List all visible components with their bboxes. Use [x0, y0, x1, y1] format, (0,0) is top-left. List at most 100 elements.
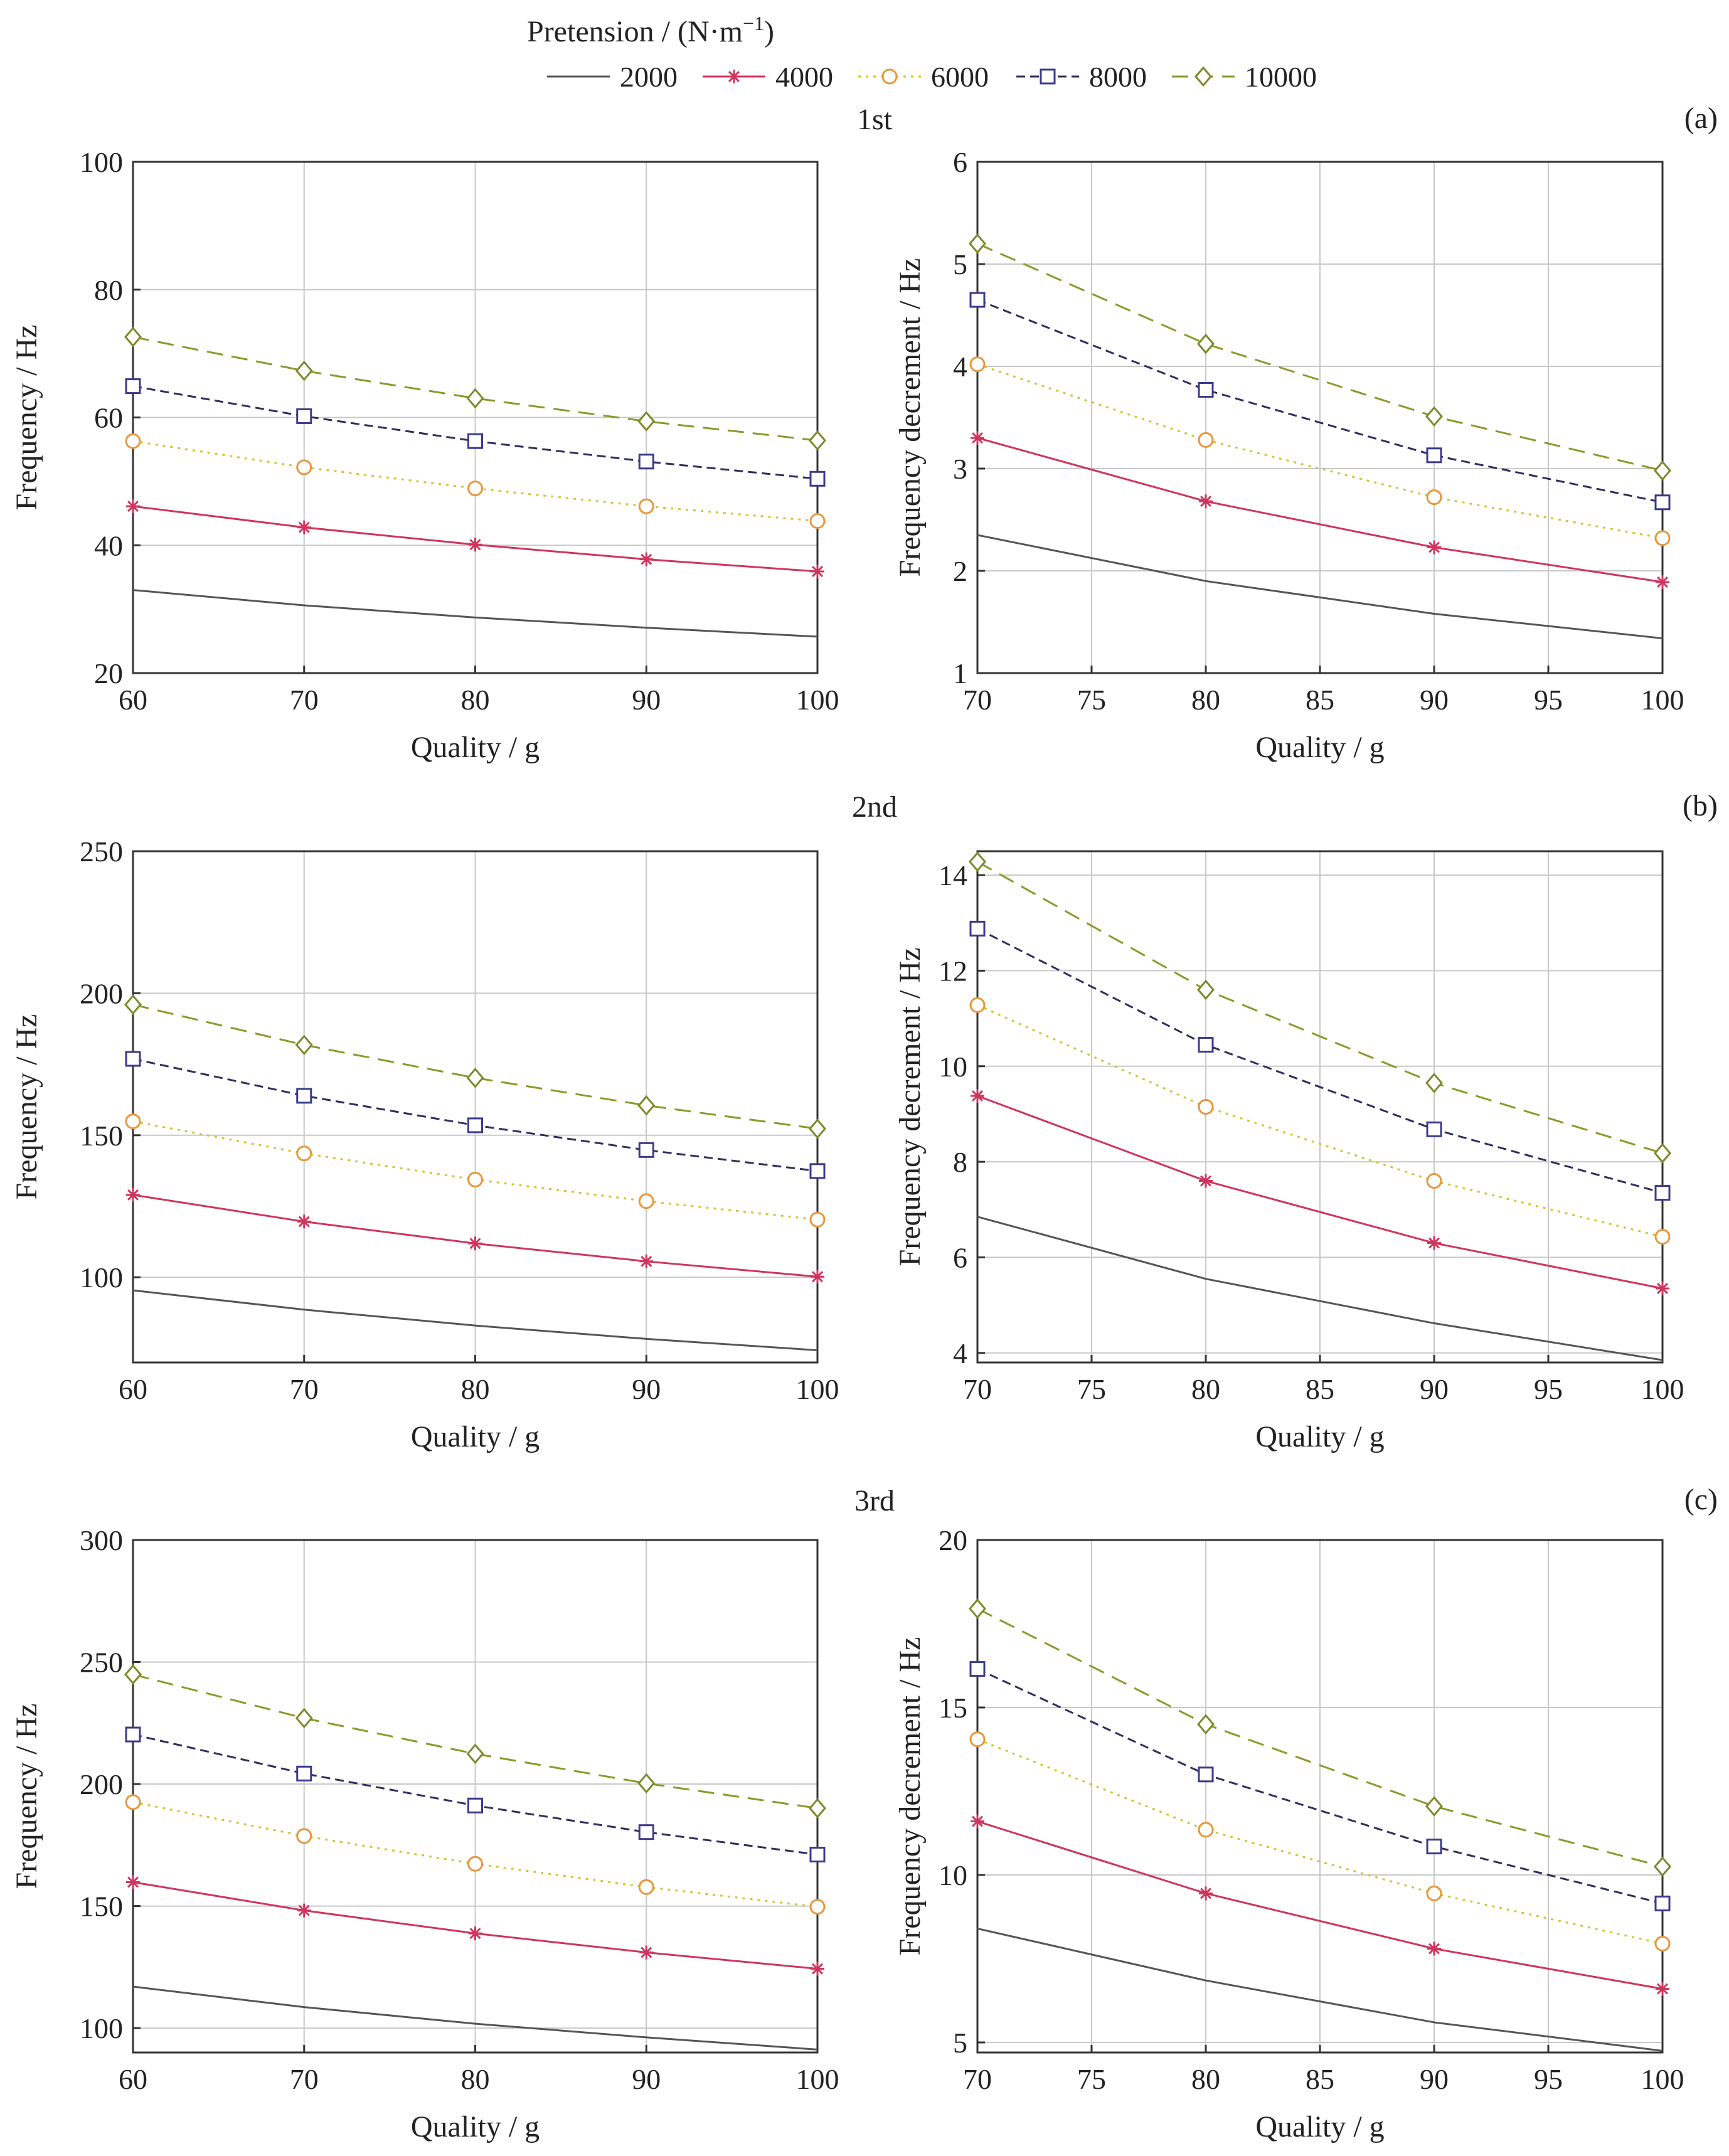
legend-title-close: )	[764, 15, 774, 48]
legend-title: Pretension / (N·m−1)	[527, 12, 774, 48]
x-axis-label: Quality / g	[411, 731, 540, 764]
y-tick-label: 150	[80, 1120, 123, 1152]
series-4000	[971, 431, 1669, 589]
x-tick-label: 70	[290, 2063, 319, 2095]
y-tick-label: 100	[80, 2012, 123, 2044]
legend-entry-10000: 10000	[1172, 61, 1317, 93]
series-6000	[125, 1794, 826, 1915]
series-10000	[969, 233, 1671, 481]
y-tick-label: 3	[953, 453, 967, 485]
series-4000	[971, 1814, 1669, 1996]
data-point-10000	[809, 1798, 826, 1819]
legend-items: 2000 4000 6000 8000 10000	[547, 61, 1317, 93]
data-point-10000	[124, 994, 142, 1015]
series-2000	[977, 534, 1662, 640]
data-point-6000	[969, 356, 986, 373]
series-line-2000	[977, 1216, 1662, 1361]
data-point-4000	[468, 538, 482, 552]
data-point-8000	[1426, 1839, 1442, 1855]
series-line-2000	[133, 589, 817, 638]
series-2000	[977, 1216, 1662, 1361]
data-point-10000	[809, 430, 826, 451]
data-point-10000	[1425, 1796, 1443, 1817]
x-tick-label: 100	[1641, 684, 1684, 716]
x-tick-label: 100	[1641, 1373, 1684, 1405]
y-axis-label: Frequency / Hz	[10, 325, 43, 511]
series-10000	[969, 1598, 1671, 1877]
data-point-4000	[468, 1926, 482, 1941]
y-tick-label: 5	[953, 2027, 967, 2059]
data-point-6000	[638, 498, 654, 514]
series-4000	[126, 499, 824, 579]
data-point-6000	[1654, 1229, 1671, 1245]
data-point-10000	[637, 411, 656, 432]
series-2000	[133, 1985, 817, 2051]
legend: Pretension / (N·m−1) 2000 4000 6000 8000 100…	[527, 12, 1317, 93]
data-point-6000	[638, 1879, 654, 1895]
x-tick-label: 90	[1420, 1373, 1449, 1405]
chart-panel-3rd-decrement: 70 75 80 85 90 95 100 5 10 15 20 Quality / g Frequen…	[893, 1524, 1684, 2143]
y-tick-label: 12	[939, 955, 967, 987]
row-tag-b: (b)	[1683, 789, 1718, 822]
data-point-10000	[1654, 1856, 1671, 1877]
x-tick-label: 90	[1420, 684, 1449, 716]
x-tick-label: 100	[796, 684, 839, 716]
y-axis-label: Frequency decrement / Hz	[893, 258, 927, 577]
legend-label-2000: 2000	[620, 61, 678, 93]
series-8000	[125, 1726, 826, 1862]
x-tick-label: 85	[1306, 1373, 1334, 1405]
series-line-4000	[977, 437, 1662, 583]
data-point-8000	[296, 1765, 312, 1782]
series-line-10000	[133, 336, 817, 442]
data-point-10000	[1425, 406, 1443, 427]
data-point-4000	[1656, 1982, 1669, 1996]
series-10000	[969, 851, 1671, 1164]
data-point-6000	[467, 481, 483, 497]
data-point-8000	[1654, 1895, 1671, 1911]
chart-panel-1st-decrement: 70 75 80 85 90 95 100 1 2 3 4 5 6 Quality / g Frequenc…	[893, 146, 1684, 764]
series-line-8000	[977, 299, 1662, 504]
data-point-4000	[1427, 1941, 1441, 1956]
data-point-6000	[1198, 432, 1214, 448]
data-point-8000	[1654, 494, 1671, 511]
x-tick-label: 70	[963, 684, 992, 716]
data-point-4000	[1199, 494, 1213, 509]
data-point-10000	[969, 1598, 986, 1619]
data-point-6000	[1654, 530, 1671, 546]
x-tick-label: 85	[1306, 2063, 1334, 2095]
row-title-2nd: 2nd	[852, 790, 897, 824]
series-line-2000	[133, 1289, 817, 1352]
legend-entry-6000: 6000	[858, 61, 989, 93]
y-tick-label: 250	[80, 1647, 123, 1679]
series-line-2000	[133, 1985, 817, 2051]
data-point-6000	[809, 1211, 826, 1228]
x-tick-label: 100	[796, 2063, 839, 2095]
x-tick-label: 70	[963, 2063, 992, 2095]
data-point-4000	[1656, 575, 1669, 589]
data-point-4000	[811, 565, 824, 579]
chart-panel-3rd-frequency: 60 70 80 90 100 100 150 200 250 300 Quality / g Fre…	[10, 1524, 839, 2143]
data-point-8000	[969, 920, 986, 937]
data-point-6000	[125, 433, 141, 449]
series-line-10000	[133, 1004, 817, 1130]
series-line-6000	[133, 440, 817, 523]
data-point-6000	[467, 1856, 483, 1872]
x-tick-label: 70	[290, 684, 319, 716]
data-point-4000	[971, 1088, 984, 1103]
data-point-4000	[297, 1214, 311, 1229]
y-tick-label: 6	[953, 1241, 967, 1273]
data-point-4000	[126, 499, 140, 514]
legend-entry-4000: 4000	[703, 61, 833, 93]
legend-marker-8000	[1040, 68, 1056, 85]
data-point-4000	[468, 1236, 482, 1251]
legend-title-sup: −1	[743, 12, 764, 35]
legend-label-8000: 8000	[1089, 61, 1147, 93]
data-point-8000	[969, 1661, 986, 1677]
x-tick-label: 90	[632, 684, 661, 716]
series-line-6000	[977, 1738, 1662, 1945]
x-tick-label: 95	[1534, 1373, 1563, 1405]
x-tick-label: 80	[1191, 2063, 1220, 2095]
series-8000	[969, 1661, 1671, 1911]
row-title-1st: 1st	[857, 103, 893, 136]
